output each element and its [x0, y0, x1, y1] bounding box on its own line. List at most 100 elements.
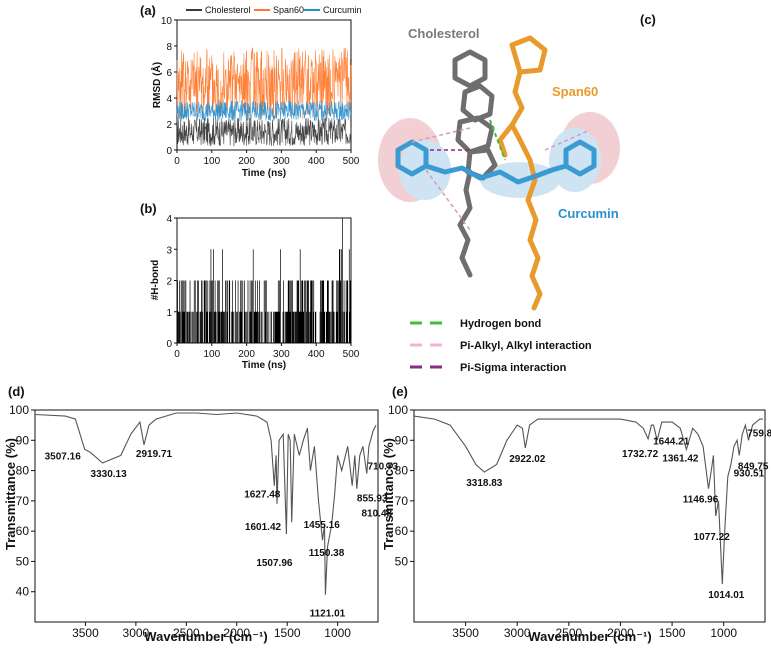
hbond-ytick-label-3: 3: [166, 245, 172, 256]
panel-label-d: (d): [8, 384, 25, 399]
hbond-xtick-label-0: 0: [174, 349, 180, 360]
rmsd-ylabel: RMSD (Å): [150, 62, 163, 108]
rmsd-ytick-label-2: 4: [166, 94, 172, 105]
rmsd-xtick-label-3: 300: [273, 156, 290, 167]
ftir-d-frame: [34, 409, 379, 623]
ftir-d-ytick-label-2: 60: [16, 524, 30, 538]
ftir-e-ytick-label-3: 80: [395, 464, 409, 478]
ftir-d-xtick-label-3: 2000: [223, 626, 250, 640]
pi-alkyl-dash-2: [425, 169, 471, 231]
ftir-e-peak-labels: 3318.83 2922.02 1732.72 1644.21 1361.42 1146.…: [466, 428, 771, 601]
hbond-ytick-label-1: 1: [166, 308, 172, 319]
ftir-d-peak-label-6: 1507.96: [256, 558, 293, 569]
ftir-e-peak-label-1: 2922.02: [509, 454, 546, 465]
ftir-e-peak-label-0: 3318.83: [466, 478, 503, 489]
rmsd-line-curcumin: [176, 100, 352, 123]
legend-label-span60: Span60: [273, 5, 304, 15]
rmsd-xlabel: Time (ns): [242, 168, 286, 179]
ftir-e-peak-label-4: 1361.42: [662, 453, 699, 464]
hbond-chart: 0 100 200 300 400 500 0 1 2 3 4 Time (ns) #H-bond: [150, 214, 360, 371]
ftir-d-peak-label-2: 2919.71: [136, 449, 173, 460]
rmsd-xtick-label-4: 400: [308, 156, 325, 167]
rmsd-ytick-label-5: 10: [161, 16, 173, 27]
curcumin-linker: [423, 163, 569, 185]
ftir-d-peak-label-1: 3330.13: [91, 469, 128, 480]
ftir-e-xtick-label-4: 1500: [659, 626, 686, 640]
hbond-dash: [489, 119, 506, 161]
ftir-d-ytick-label-6: 100: [9, 403, 29, 417]
cholesterol-molecule: [452, 49, 498, 278]
ftir-e-peak-label-9: 849.75: [738, 461, 769, 472]
ftir-e-peak-label-10: 759.81: [747, 428, 771, 439]
rmsd-ytick-label-0: 0: [166, 146, 172, 157]
ftir-e-xtick-label-5: 1000: [710, 626, 737, 640]
ftir-e-xtick-label-2: 2500: [556, 626, 583, 640]
hbond-xlabel: Time (ns): [242, 360, 286, 371]
span60-chain: [517, 137, 543, 311]
ftir-chart-d: 3500 3000 2500 2000 1500 1000405060708090100 …: [3, 403, 399, 644]
ftir-d-xtick-label-0: 3500: [72, 626, 99, 640]
ftir-e-frame: [413, 409, 766, 623]
ftir-d-axes: 3500 3000 2500 2000 1500 1000 40 50 60 70 80 90 100: [9, 403, 351, 640]
ftir-d-xtick-label-4: 1500: [274, 626, 301, 640]
cholesterol-ring-1: [452, 49, 488, 89]
ftir-e-peak-label-2: 1732.72: [622, 449, 659, 460]
cholesterol-ring-3: [455, 115, 495, 155]
hbond-bars: [176, 218, 352, 343]
rmsd-line-cholesterol: [176, 117, 352, 147]
ftir-d-spectrum: [34, 412, 377, 595]
ftir-d-ytick-label-0: 40: [16, 585, 30, 599]
ftir-d-xlabel: Wavenumber (cm⁻¹): [144, 629, 267, 644]
ftir-e-xlabel: Wavenumber (cm⁻¹): [528, 629, 651, 644]
ftir-e-ytick-label-2: 70: [395, 494, 409, 508]
rmsd-legend: Cholesterol Span60 Curcumin: [186, 5, 362, 15]
hbond-axes: 0 100 200 300 400 500 0 1 2 3 4: [166, 214, 359, 360]
molecular-complex-illustration: Cholesterol Span60 Curcumin Hydrogen bon…: [378, 26, 620, 374]
ftir-d-xtick-label-1: 3000: [123, 626, 150, 640]
ftir-d-peak-label-11: 710.73: [368, 462, 399, 473]
legend-label-curcumin: Curcumin: [323, 5, 362, 15]
rmsd-xtick-label-5: 500: [343, 156, 360, 167]
ftir-d-ytick-label-3: 70: [16, 494, 30, 508]
ftir-d-ytick-label-1: 50: [16, 554, 30, 568]
ftir-d-peak-label-5: 1455.16: [304, 520, 341, 531]
ftir-d-xtick-label-5: 1000: [324, 626, 351, 640]
cholesterol-tail: [457, 169, 473, 278]
span60-ring: [509, 35, 548, 75]
ftir-e-ytick-label-0: 50: [395, 554, 409, 568]
rmsd-series: [176, 47, 352, 147]
ftir-e-xtick-label-0: 3500: [452, 626, 479, 640]
pi-alkyl-dash-3: [544, 129, 591, 151]
ftir-e-ytick-label-5: 100: [388, 403, 408, 417]
span60-branch: [497, 122, 515, 158]
rmsd-axes: 0 100 200 300 400 500 0 2 4 6 8 10: [161, 16, 360, 167]
panel-label-a: (a): [140, 3, 156, 18]
legend-hbond-label: Hydrogen bond: [460, 318, 541, 330]
pi-alkyl-dash-1: [411, 127, 471, 143]
ftir-d-peak-label-0: 3507.16: [45, 451, 82, 462]
panel-label-b: (b): [140, 201, 157, 216]
ftir-e-peak-label-3: 1644.21: [653, 436, 690, 447]
interaction-surface: [378, 112, 620, 202]
ftir-d-peak-label-4: 1601.42: [245, 522, 282, 533]
rmsd-chart: Cholesterol Span60 Curcumin 0 100 200 300 40…: [150, 5, 362, 179]
legend-pi-sigma-label: Pi-Sigma interaction: [460, 362, 567, 374]
ftir-d-ytick-label-4: 80: [16, 464, 30, 478]
span60-head: [509, 69, 525, 143]
ftir-e-spectrum: [413, 415, 763, 585]
panel-label-c: (c): [640, 12, 656, 27]
ftir-e-ytick-label-4: 90: [395, 433, 409, 447]
ftir-d-peak-label-7: 1150.38: [309, 548, 345, 559]
span60-molecule: [497, 35, 548, 311]
rmsd-ytick-label-4: 8: [166, 42, 172, 53]
label-cholesterol: Cholesterol: [408, 26, 480, 41]
ftir-d-peak-label-8: 1121.01: [310, 609, 346, 620]
hbond-ylabel: #H-bond: [150, 260, 161, 301]
label-span60: Span60: [552, 84, 598, 99]
hbond-xtick-label-3: 300: [273, 349, 290, 360]
rmsd-xtick-label-0: 0: [174, 156, 180, 167]
rmsd-xtick-label-2: 200: [238, 156, 255, 167]
hbond-xtick-label-5: 500: [343, 349, 360, 360]
legend-pi-alkyl-label: Pi-Alkyl, Alkyl interaction: [460, 340, 592, 352]
